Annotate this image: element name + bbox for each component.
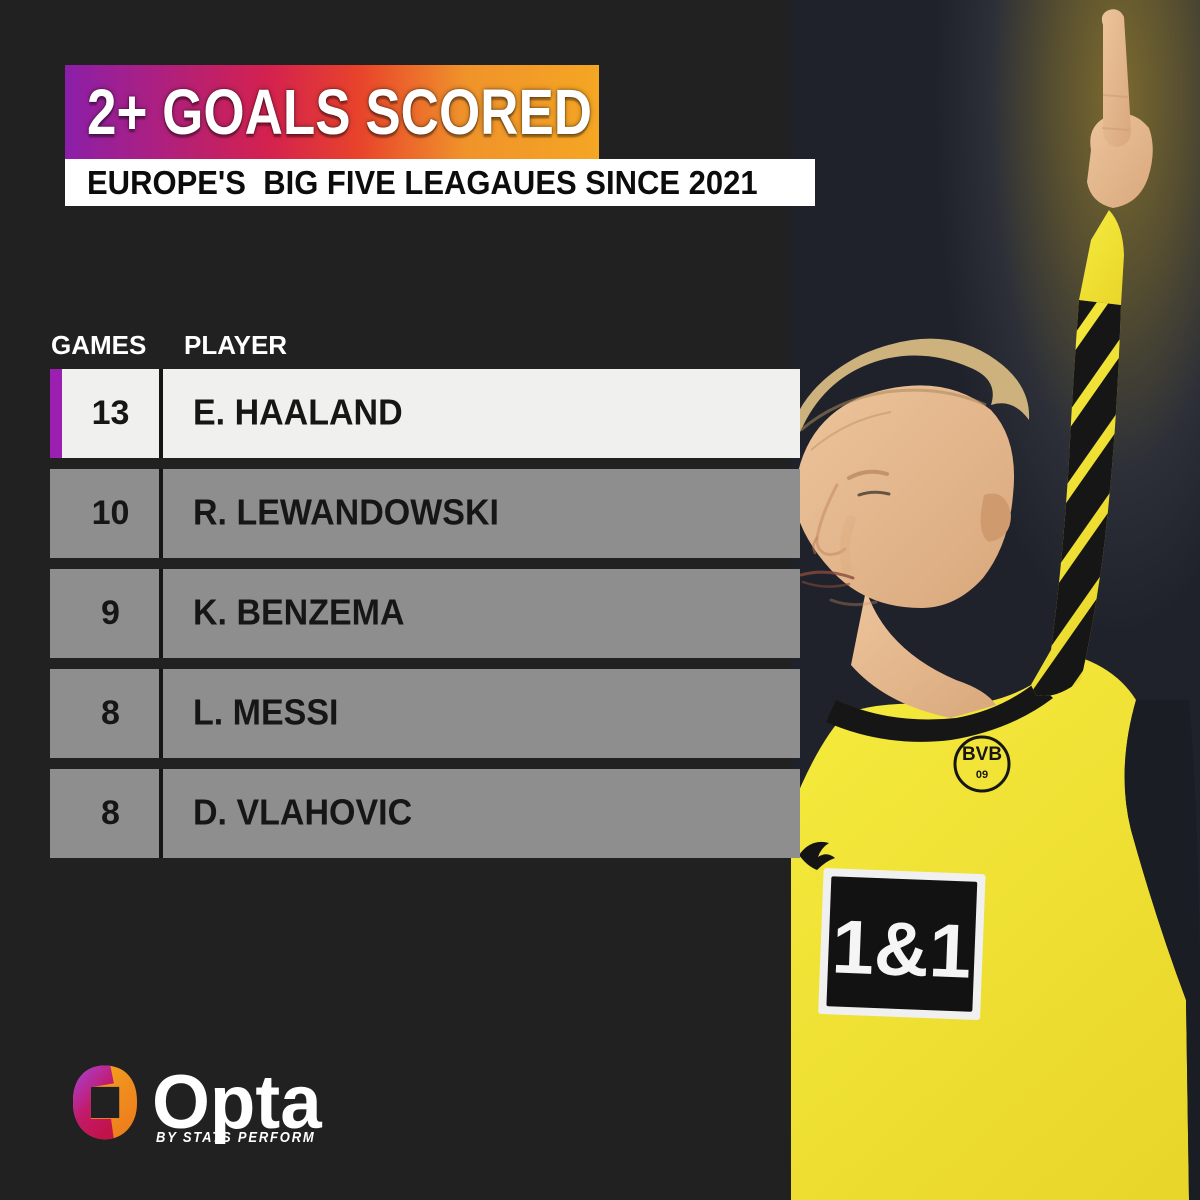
svg-text:09: 09: [976, 769, 988, 781]
svg-text:BVB: BVB: [962, 744, 1002, 765]
svg-text:1&1: 1&1: [830, 904, 973, 994]
